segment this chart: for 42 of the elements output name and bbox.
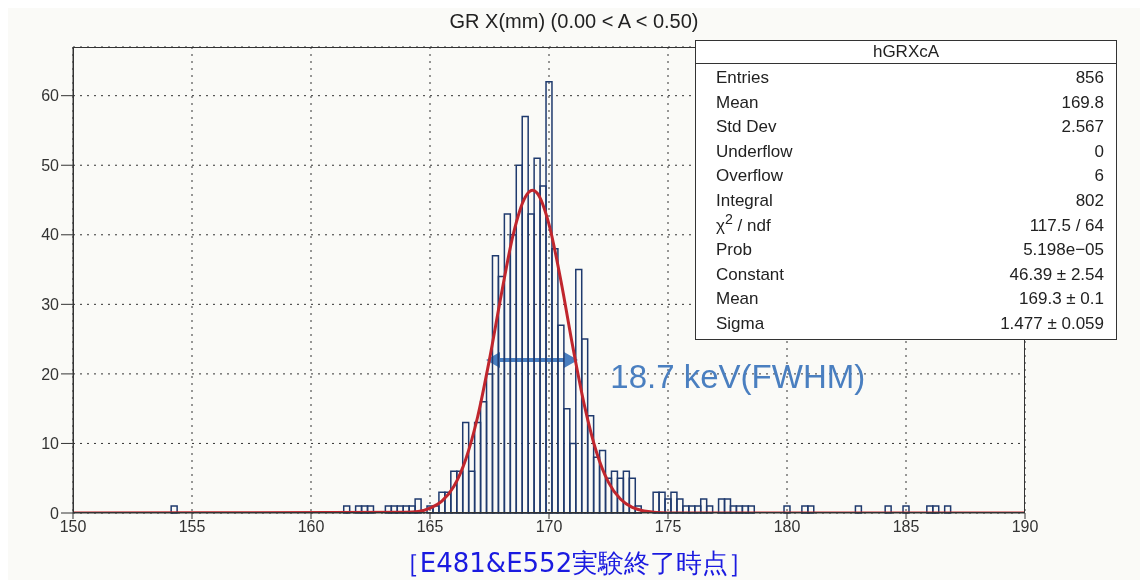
annotation: Constant [716, 264, 785, 284]
y-tick-label: 10 [41, 435, 60, 453]
annotation: Mean [716, 92, 759, 112]
y-tick-label: 50 [41, 156, 60, 174]
text: 856 [1075, 68, 1104, 87]
y-tick-label: 0 [50, 504, 60, 522]
annotation: 18.7 keV(FWHM) [610, 357, 866, 395]
annotation: Overflow [716, 166, 784, 186]
x-tick-label: 170 [535, 518, 563, 536]
text: 117.5 / 64 [1029, 215, 1104, 235]
y-tick-label: 60 [41, 87, 60, 105]
x-tick-label: 190 [1011, 518, 1039, 536]
annotation: 1.477 ± 0.059 [1000, 313, 1104, 333]
chart-title: GR X(mm) (0.00 < A < 0.50) [449, 10, 699, 32]
x-tick-label: 175 [654, 518, 682, 536]
text: 0 [1094, 141, 1104, 161]
annotation: Entries [716, 68, 769, 87]
text: 169.8 [1061, 92, 1104, 112]
x-tick-label: 150 [59, 518, 87, 536]
annotation: Mean [716, 289, 759, 309]
text: 802 [1075, 190, 1104, 210]
annotation: hGRXcA [872, 42, 940, 61]
annotation: Std Dev [716, 117, 777, 137]
x-tick-label: 185 [892, 518, 920, 536]
y-tick-label: 30 [41, 296, 60, 314]
text: 2.567 [1061, 117, 1104, 137]
annotation: Sigma [716, 313, 765, 333]
x-tick-label: 155 [178, 518, 206, 536]
annotation: 46.39 ± 2.54 [1009, 264, 1104, 284]
y-tick-label: 20 [41, 365, 60, 383]
annotation: Prob [716, 240, 752, 260]
annotation: Integral [716, 190, 773, 210]
text: ［E481&E552実験終了時点］ [393, 548, 755, 578]
annotation: χ$^{2}$ / ndf [716, 210, 771, 235]
annotation: 169.3 ± 0.1 [1019, 289, 1104, 309]
text: 6 [1094, 166, 1104, 186]
x-tick-label: 160 [297, 518, 325, 536]
x-tick-label: 180 [773, 518, 801, 536]
y-tick-label: 40 [41, 226, 60, 244]
annotation: Underflow [716, 141, 793, 161]
x-tick-label: 165 [416, 518, 444, 536]
annotation: 5.198e−05 [1023, 240, 1104, 260]
